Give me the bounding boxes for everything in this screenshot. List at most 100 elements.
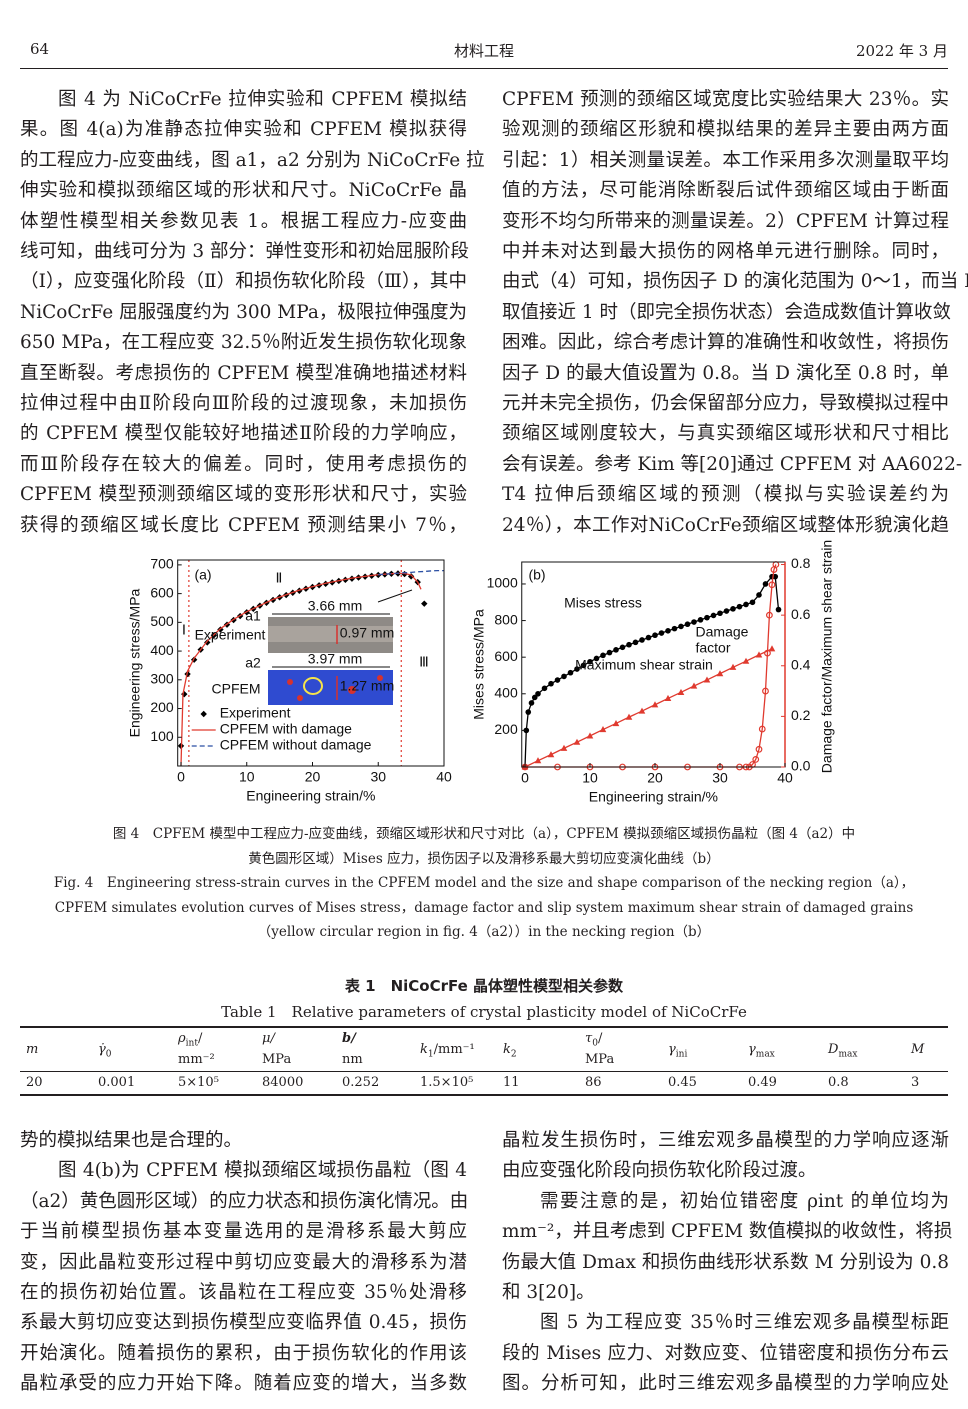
- yellow-circle: [303, 677, 323, 695]
- annotation: Mises stress: [564, 595, 642, 611]
- marker: [690, 682, 698, 689]
- x-tick-label: 40: [777, 770, 793, 786]
- symbol: μ/: [262, 1031, 275, 1046]
- y2-tick-label: 0.0: [791, 758, 811, 774]
- marker: [638, 707, 646, 714]
- marker: [613, 647, 619, 653]
- annotation: Damage: [696, 624, 749, 640]
- marker: [531, 694, 538, 701]
- marker: [561, 673, 567, 680]
- text-line: 会有误差。参考 Kim 等[20]通过 CPFEM 对 AA6022-: [502, 453, 963, 475]
- marker: [768, 581, 776, 589]
- marker: [560, 744, 568, 751]
- table-header-unit: MPa: [262, 1052, 292, 1067]
- figure-caption: CPFEM simulates evolution curves of Mise…: [54, 899, 914, 916]
- page-number: 64: [30, 40, 50, 58]
- subscript: 0: [105, 1049, 112, 1060]
- symbol: k: [420, 1042, 428, 1057]
- annotation: Ⅱ: [276, 570, 283, 586]
- x-tick-label: 30: [370, 769, 386, 785]
- symbol: ρ: [178, 1031, 186, 1046]
- text-line: 24％），本工作对NiCoCrFe颈缩区域整体形貌演化趋: [502, 514, 949, 536]
- marker: [755, 651, 763, 658]
- annotation: 3.97 mm: [308, 651, 362, 667]
- figure-caption: （yellow circular region in fig. 4（a2））in…: [257, 924, 711, 941]
- marker: [204, 639, 211, 646]
- marker: [775, 606, 782, 613]
- y2-tick-label: 0.2: [791, 707, 811, 723]
- text-line: 拉伸过程中由Ⅱ阶段向Ⅲ阶段的过渡现象，未加损伤: [20, 393, 467, 414]
- marker: [723, 608, 730, 614]
- y-tick-label: 600: [150, 584, 174, 600]
- annotation: 0.97 mm: [340, 625, 394, 641]
- inset-image-a1-band: [268, 626, 393, 642]
- series-line: [180, 572, 422, 767]
- marker: [762, 581, 769, 587]
- marker: [639, 637, 645, 643]
- marker: [742, 657, 750, 664]
- marker: [736, 603, 743, 610]
- table-cell: 0.8: [828, 1075, 849, 1090]
- marker: [547, 751, 555, 758]
- y-tick-label: 600: [494, 648, 518, 664]
- table-cell: 1.5×10⁵: [420, 1075, 474, 1090]
- table-cell: 86: [585, 1075, 602, 1090]
- subscript: max: [755, 1049, 775, 1060]
- symbol: /: [597, 1031, 603, 1046]
- marker: [678, 623, 684, 630]
- table-cell: 0.252: [342, 1075, 380, 1090]
- y-tick-label: 400: [494, 684, 518, 700]
- marker: [626, 641, 632, 648]
- y-tick-label: 500: [150, 613, 174, 629]
- text-line: （a2）黄色圆形区域）的应力状态和损伤演化情况。由: [20, 1190, 469, 1212]
- marker: [710, 612, 717, 619]
- marker: [525, 709, 532, 715]
- table-rule: [20, 1094, 948, 1096]
- text-line: 系最大剪切应变达到损伤模型应变临界值 0.45，损伤: [20, 1312, 467, 1334]
- marker: [716, 670, 724, 677]
- text-line: 伸实验和模拟颈缩区域的形状和尺寸。NiCoCrFe 晶: [20, 180, 467, 202]
- table-cell: 5×10⁵: [178, 1075, 219, 1090]
- annotation: a2: [245, 655, 261, 671]
- y-tick-label: 800: [494, 611, 518, 627]
- marker: [541, 685, 548, 692]
- marker: [730, 606, 736, 612]
- subscript: int: [185, 1038, 198, 1049]
- text-line: 直至断裂。考虑损伤的 CPFEM 模型准确地描述材料: [20, 362, 467, 384]
- inset-dot: [348, 686, 356, 694]
- text-line: 由式（4）可知，损伤因子 D 的演化范围为 0～1，而当 D: [502, 271, 968, 293]
- table-header: γini: [668, 1042, 687, 1060]
- table-cell: 0.49: [748, 1075, 777, 1090]
- y-tick-label: 400: [150, 642, 174, 658]
- table-title-en: Table 1 Relative parameters of crystal p…: [221, 1003, 747, 1021]
- marker: [181, 690, 188, 698]
- y-tick-label: 700: [150, 556, 174, 572]
- y-axis-label: Engineering stress/MPa: [126, 588, 142, 737]
- text-line: 图 5 为工程应变 35％时三维宏观多晶模型标距: [540, 1312, 949, 1334]
- figure-caption: 图 4 CPFEM 模型中工程应力-应变曲线，颈缩区域形状和尺寸对比（a），CP…: [112, 826, 856, 842]
- text-line: 困难。因此，综合考虑计算的准确性和收敛性，将损伤: [502, 332, 949, 354]
- y-tick-label: 300: [150, 671, 174, 687]
- annotation: 1.27 mm: [340, 678, 394, 694]
- marker: [691, 619, 697, 625]
- marker: [749, 599, 756, 606]
- text-line: 由应变强化阶段向损伤软化阶段过渡。: [502, 1160, 817, 1182]
- marker: [523, 727, 530, 734]
- marker: [554, 677, 561, 683]
- marker: [586, 732, 594, 739]
- table-header: M: [911, 1042, 924, 1057]
- marker: [704, 614, 710, 621]
- header-rule: [20, 68, 948, 69]
- marker: [768, 645, 776, 652]
- marker: [573, 738, 581, 745]
- text-line: 650 MPa，在工程应变 32.5％附近发生损伤软化现象: [20, 332, 467, 354]
- marker: [764, 649, 771, 657]
- text-line: 和 3[20]。: [502, 1282, 595, 1303]
- subscript: ini: [675, 1049, 688, 1060]
- symbol: τ: [585, 1031, 593, 1046]
- text-line: 变，因此晶粒变形过程中剪切应变最大的滑移系为潜: [20, 1251, 467, 1273]
- x-tick-label: 0: [177, 769, 185, 785]
- plot-frame: [177, 559, 445, 767]
- marker: [548, 680, 554, 687]
- x-tick-label: 20: [647, 770, 663, 786]
